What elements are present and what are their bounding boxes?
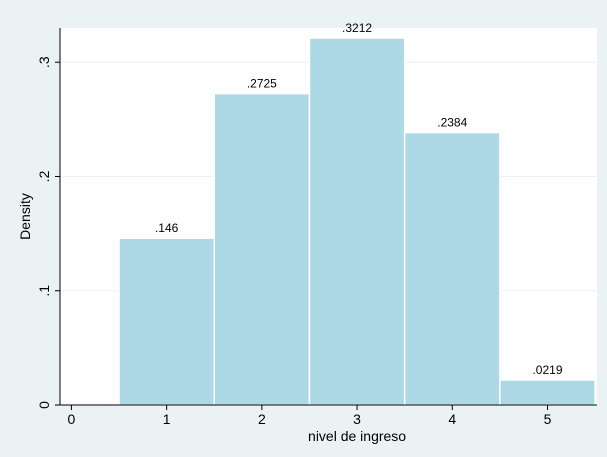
bar-value-labels: .146 .2725 .3212 .2384 .0219	[155, 21, 563, 377]
axes: 0 1 2 3 4 5 0 .1 .2 .3	[36, 28, 597, 427]
x-tick-label-3: 3	[353, 411, 361, 427]
x-tick-label-1: 1	[163, 411, 171, 427]
y-tick-label-0: 0	[36, 401, 52, 409]
bar-value-label-5: .0219	[532, 363, 562, 377]
x-tick-label-0: 0	[68, 411, 76, 427]
x-tick-label-5: 5	[544, 411, 552, 427]
y-tick-label-1: .1	[36, 285, 52, 297]
bar-3	[308, 37, 406, 406]
y-tick-label-2: .2	[36, 170, 52, 182]
bar-5	[499, 379, 596, 406]
bar-2	[213, 92, 311, 406]
y-axis-title: Density	[17, 193, 33, 240]
bar-value-label-4: .2384	[437, 116, 467, 130]
bar-value-label-1: .146	[155, 221, 179, 235]
x-tick-label-2: 2	[258, 411, 266, 427]
bar-4	[403, 131, 501, 406]
bar-value-label-3: .3212	[342, 21, 372, 35]
bar-value-label-2: .2725	[247, 77, 277, 91]
x-tick-label-4: 4	[448, 411, 456, 427]
bars	[118, 37, 596, 406]
x-axis-title: nivel de ingreso	[308, 428, 406, 444]
y-tick-label-3: .3	[36, 56, 52, 68]
bar-1	[118, 237, 215, 406]
